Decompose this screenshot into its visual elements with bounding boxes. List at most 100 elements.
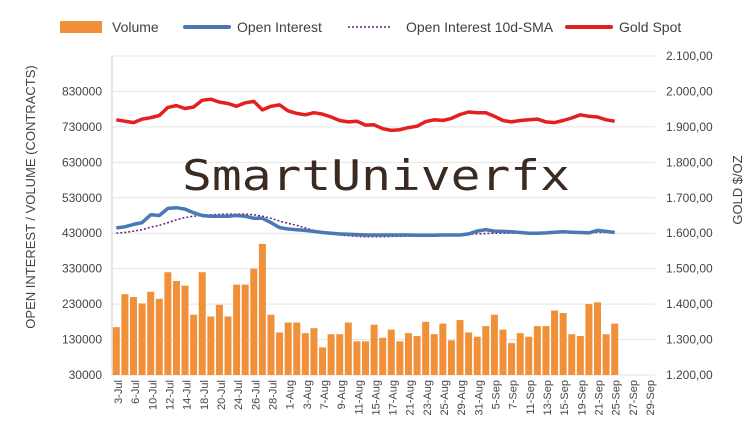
volume-bar — [224, 316, 232, 375]
x-tick-label: 27-Sep — [628, 380, 640, 415]
volume-bar — [439, 323, 447, 375]
right-tick-label: 1.300,00 — [666, 333, 713, 347]
volume-bar — [473, 336, 481, 375]
left-tick-label: 30000 — [69, 368, 103, 382]
left-tick-label: 830000 — [62, 84, 102, 98]
open-interest-line — [116, 205, 615, 238]
volume-bar — [465, 332, 473, 375]
volume-bar — [404, 333, 412, 375]
volume-bar — [207, 316, 215, 375]
volume-bar — [112, 327, 120, 375]
x-tick-label: 15-Sep — [559, 380, 571, 415]
x-tick-label: 5-Sep — [491, 380, 503, 409]
x-tick-label: 29-Aug — [456, 380, 468, 415]
x-tick-label: 25-Aug — [439, 380, 451, 415]
volume-bar — [121, 294, 129, 375]
volume-bar — [267, 314, 275, 375]
volume-bar — [585, 304, 593, 375]
right-tick-label: 1.800,00 — [666, 155, 713, 169]
volume-bar — [293, 322, 301, 375]
left-tick-label: 130000 — [62, 333, 102, 347]
volume-bar — [594, 302, 602, 375]
volume-bar — [258, 243, 266, 375]
x-tick-label: 11-Sep — [525, 380, 537, 415]
right-tick-label: 1.200,00 — [666, 368, 713, 382]
right-tick-label: 1.500,00 — [666, 262, 713, 276]
x-tick-label: 21-Sep — [594, 380, 606, 415]
watermark: SmartUniverfx — [182, 151, 570, 200]
x-tick-label: 7-Aug — [319, 380, 331, 409]
volume-bar — [387, 329, 395, 375]
right-axis-ticks: 1.200,00 1.300,00 1.400,00 1.500,00 1.600,00… — [666, 49, 713, 382]
volume-bar — [422, 321, 430, 375]
volume-bar — [413, 336, 421, 375]
volume-bar — [147, 291, 155, 375]
volume-bar — [456, 320, 464, 375]
legend-label: Open Interest 10d-SMA — [406, 19, 554, 35]
volume-bar — [215, 304, 223, 375]
x-tick-label: 18-Jul — [199, 380, 211, 410]
volume-bar — [533, 326, 541, 375]
legend: Volume Open Interest Open Interest 10d-SMA… — [60, 19, 681, 35]
left-tick-label: 530000 — [62, 191, 102, 205]
volume-bar — [172, 281, 180, 375]
x-tick-label: 25-Sep — [611, 380, 623, 415]
legend-swatch-volume — [60, 21, 102, 33]
volume-bar — [250, 268, 258, 375]
volume-bar — [447, 340, 455, 375]
x-tick-label: 10-Jul — [147, 380, 159, 410]
volume-bar — [379, 337, 387, 375]
legend-label: Gold Spot — [619, 19, 681, 35]
volume-bar — [576, 336, 584, 375]
x-tick-label: 7-Sep — [508, 380, 520, 409]
left-tick-label: 230000 — [62, 297, 102, 311]
volume-bar — [602, 334, 610, 375]
x-tick-label: 17-Aug — [388, 380, 400, 415]
left-tick-label: 430000 — [62, 226, 102, 240]
volume-bar — [362, 341, 369, 375]
right-tick-label: 1.400,00 — [666, 297, 713, 311]
x-tick-label: 28-Jul — [268, 380, 280, 410]
left-tick-label: 630000 — [62, 155, 102, 169]
volume-bar — [490, 314, 498, 375]
x-tick-label: 29-Sep — [645, 380, 657, 415]
volume-bar — [568, 334, 576, 375]
right-tick-label: 1.700,00 — [666, 191, 713, 205]
x-tick-label: 26-Jul — [250, 380, 262, 410]
x-tick-label: 21-Aug — [405, 380, 417, 415]
legend-label: Volume — [112, 19, 159, 35]
volume-bar — [353, 341, 361, 375]
volume-bar — [276, 332, 284, 375]
volume-bar — [198, 272, 206, 375]
x-tick-label: 24-Jul — [233, 380, 245, 410]
left-tick-label: 330000 — [62, 262, 102, 276]
volume-bar — [525, 336, 533, 375]
right-tick-label: 1.900,00 — [666, 120, 713, 134]
left-axis-title: OPEN INTEREST / VOLUME (CONTRACTS) — [23, 65, 38, 328]
x-tick-label: 20-Jul — [216, 380, 228, 410]
x-tick-label: 3-Aug — [302, 380, 314, 409]
volume-bar — [542, 326, 550, 375]
volume-bar — [551, 310, 559, 375]
right-tick-label: 2.100,00 — [666, 49, 713, 63]
x-tick-label: 14-Jul — [182, 380, 194, 410]
volume-bar — [138, 303, 146, 375]
x-axis-ticks: 3-Jul 6-Jul 10-Jul 12-Jul 14-Jul 18-Jul 20-Jul… — [113, 380, 657, 415]
volume-bar — [319, 347, 327, 375]
x-tick-label: 6-Jul — [130, 380, 142, 404]
x-tick-label: 19-Sep — [576, 380, 588, 415]
volume-bar — [559, 312, 567, 375]
gold-spot-line — [116, 97, 615, 133]
volume-bar — [336, 334, 344, 375]
volume-bar — [344, 322, 352, 375]
x-tick-label: 13-Sep — [542, 380, 554, 415]
volume-bar — [370, 324, 378, 375]
volume-bar — [327, 334, 335, 375]
volume-bar — [155, 298, 163, 375]
x-tick-label: 3-Jul — [113, 380, 125, 404]
x-tick-label: 9-Aug — [336, 380, 348, 409]
volume-bar — [181, 285, 189, 375]
volume-bar — [129, 297, 137, 375]
volume-bar — [482, 326, 490, 375]
